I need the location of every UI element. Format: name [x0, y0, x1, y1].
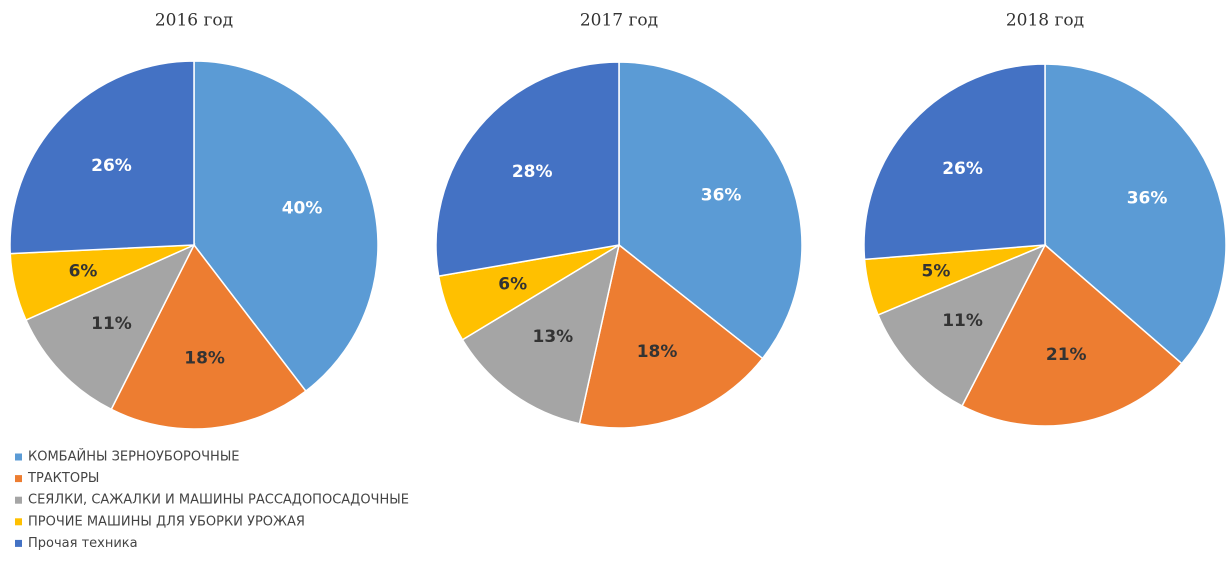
pie-slice — [461, 243, 621, 425]
data-label: 26% — [942, 159, 983, 179]
pie-slice — [110, 243, 307, 430]
data-label: 6% — [69, 261, 98, 281]
pie-slice — [618, 61, 803, 360]
pie-slice — [435, 61, 620, 278]
data-label: 6% — [498, 275, 527, 295]
legend-swatch — [15, 453, 22, 461]
pie-slice — [863, 63, 1046, 261]
legend-swatch — [15, 475, 22, 483]
data-label: 18% — [637, 342, 678, 362]
data-label: 11% — [91, 314, 132, 334]
data-label: 26% — [91, 156, 132, 176]
legend-swatch — [15, 518, 22, 526]
data-label: 28% — [512, 162, 553, 182]
pie-slice — [24, 243, 196, 411]
pie-slice — [578, 243, 764, 429]
data-label: 13% — [533, 327, 574, 347]
legend-swatch — [15, 496, 22, 504]
legend-swatch — [15, 539, 22, 547]
data-label: 36% — [1127, 188, 1168, 208]
pie-slice — [193, 60, 379, 393]
data-label: 18% — [184, 349, 225, 369]
data-label: 36% — [701, 186, 742, 206]
chart-title: 2017 год — [580, 11, 658, 31]
pie-slice — [1044, 63, 1227, 365]
chart-title: 2016 год — [155, 11, 233, 31]
legend-label: ПРОЧИЕ МАШИНЫ ДЛЯ УБОРКИ УРОЖАЯ — [28, 514, 305, 529]
pie-slice — [877, 243, 1047, 407]
legend-label: ТРАКТОРЫ — [27, 471, 99, 486]
chart-title: 2018 год — [1006, 11, 1084, 31]
legend-label: КОМБАЙНЫ ЗЕРНОУБОРОЧНЫЕ — [28, 449, 240, 465]
data-label: 40% — [282, 198, 323, 218]
pie-slice — [9, 60, 195, 255]
data-label: 21% — [1046, 345, 1087, 365]
data-label: 5% — [922, 261, 951, 281]
data-label: 11% — [942, 311, 983, 331]
legend-label: СЕЯЛКИ, САЖАЛКИ И МАШИНЫ РАССАДОПОСАДОЧН… — [28, 493, 409, 508]
legend-label: Прочая техника — [28, 536, 138, 551]
pie-slice — [961, 243, 1183, 427]
